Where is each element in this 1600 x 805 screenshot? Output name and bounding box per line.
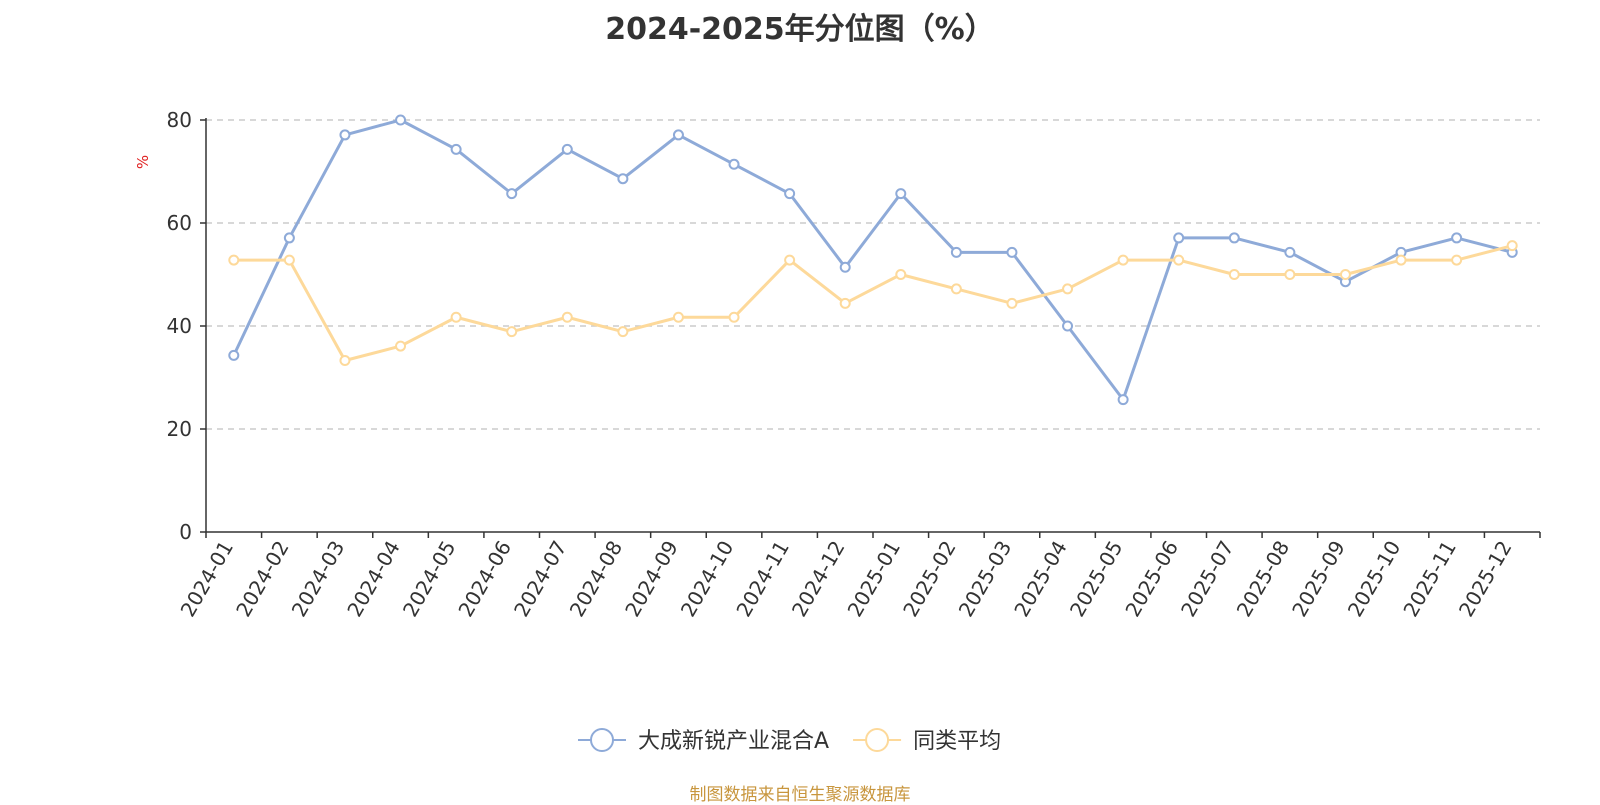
legend-item-0: 大成新锐产业混合A	[578, 728, 829, 754]
x-tick-label: 2024-04	[342, 537, 405, 621]
data-point	[283, 254, 295, 266]
legend-swatch-marker	[590, 728, 614, 752]
data-point	[839, 261, 851, 273]
data-point	[1006, 297, 1018, 309]
x-tick-label: 2024-12	[787, 537, 850, 621]
data-point	[1228, 269, 1240, 280]
x-tick-label: 2025-04	[1009, 537, 1072, 621]
y-tick-label: 0	[179, 520, 192, 544]
series-line	[233, 244, 1513, 363]
data-point	[1395, 254, 1407, 266]
data-point	[895, 269, 907, 280]
x-tick-label: 2025-07	[1176, 537, 1239, 621]
data-point	[339, 129, 351, 141]
legend-label: 大成新锐产业混合A	[638, 729, 829, 754]
series-1	[228, 240, 1518, 367]
data-point	[895, 188, 907, 200]
data-point	[1006, 246, 1018, 258]
grid-lines	[206, 119, 1540, 430]
data-point	[1062, 283, 1074, 295]
data-point	[728, 311, 740, 323]
x-tick-label: 2024-03	[287, 537, 350, 621]
source-note: 制图数据来自恒生聚源数据库	[689, 785, 911, 805]
y-axis-ticks: 0 20 40 60 80	[167, 108, 206, 544]
x-tick-label: 2024-06	[453, 537, 516, 621]
y-tick-label: 40	[167, 314, 192, 338]
x-tick-label: 2025-11	[1398, 537, 1461, 621]
x-tick-label: 2025-09	[1287, 537, 1350, 621]
data-point	[1228, 232, 1240, 244]
x-tick-label: 2024-11	[731, 537, 794, 621]
data-point	[506, 326, 518, 338]
x-tick-label: 2024-02	[231, 537, 294, 621]
axes	[205, 118, 1540, 533]
x-tick-label: 2025-05	[1065, 537, 1128, 621]
data-point	[450, 143, 462, 155]
series-line	[232, 118, 1513, 402]
y-tick-label: 80	[167, 108, 192, 132]
series-lines	[228, 114, 1518, 406]
x-tick-label: 2024-08	[565, 537, 628, 621]
legend: 大成新锐产业混合A 同类平均	[578, 728, 1001, 754]
data-point	[1451, 232, 1463, 244]
data-point	[561, 143, 573, 155]
x-axis-ticks: 2024-012024-022024-032024-042024-052024-…	[176, 532, 1541, 621]
data-point	[950, 283, 962, 295]
data-point	[1117, 254, 1129, 266]
x-tick-label: 2024-09	[620, 537, 683, 621]
x-tick-label: 2025-06	[1120, 537, 1183, 621]
x-tick-label: 2025-03	[954, 536, 1017, 620]
x-tick-label: 2024-10	[676, 537, 739, 621]
x-tick-label: 2025-12	[1454, 537, 1517, 621]
legend-label: 同类平均	[913, 729, 1001, 754]
data-point	[784, 188, 796, 200]
data-point	[395, 340, 407, 352]
x-tick-label: 2025-01	[843, 537, 906, 621]
data-point	[672, 129, 684, 141]
y-tick-label: 20	[167, 417, 192, 441]
data-point	[450, 311, 462, 323]
data-point	[1173, 254, 1185, 266]
legend-swatch-marker	[865, 728, 890, 752]
data-point	[728, 158, 740, 170]
data-point	[1062, 320, 1074, 332]
data-point	[1506, 240, 1518, 252]
data-point	[339, 355, 351, 367]
y-axis-label: %	[134, 155, 152, 169]
data-point	[950, 246, 962, 258]
data-point	[1173, 232, 1185, 244]
x-tick-label: 2024-01	[176, 537, 239, 621]
data-point	[1284, 246, 1296, 258]
data-point	[506, 188, 518, 200]
data-point	[1339, 269, 1351, 280]
x-tick-label: 2024-07	[509, 537, 572, 621]
data-point	[672, 311, 684, 323]
y-tick-label: 60	[167, 211, 192, 235]
x-tick-label: 2024-05	[398, 537, 461, 621]
series-0	[228, 114, 1518, 406]
x-tick-label: 2025-02	[898, 537, 961, 621]
x-tick-label: 2025-10	[1343, 537, 1406, 621]
data-point	[617, 173, 629, 185]
data-point	[283, 232, 295, 244]
legend-item-1: 同类平均	[853, 728, 1001, 754]
data-point	[784, 254, 796, 266]
chart-title: 2024-2025年分位图（%）	[605, 12, 995, 47]
data-point	[228, 349, 240, 361]
data-point	[395, 114, 407, 126]
x-tick-label: 2025-08	[1232, 537, 1295, 621]
data-point	[617, 326, 629, 338]
data-point	[228, 254, 240, 266]
data-point	[839, 297, 851, 309]
data-point	[1451, 254, 1463, 266]
data-point	[1117, 394, 1129, 406]
data-point	[1284, 269, 1296, 280]
data-point	[561, 311, 573, 323]
